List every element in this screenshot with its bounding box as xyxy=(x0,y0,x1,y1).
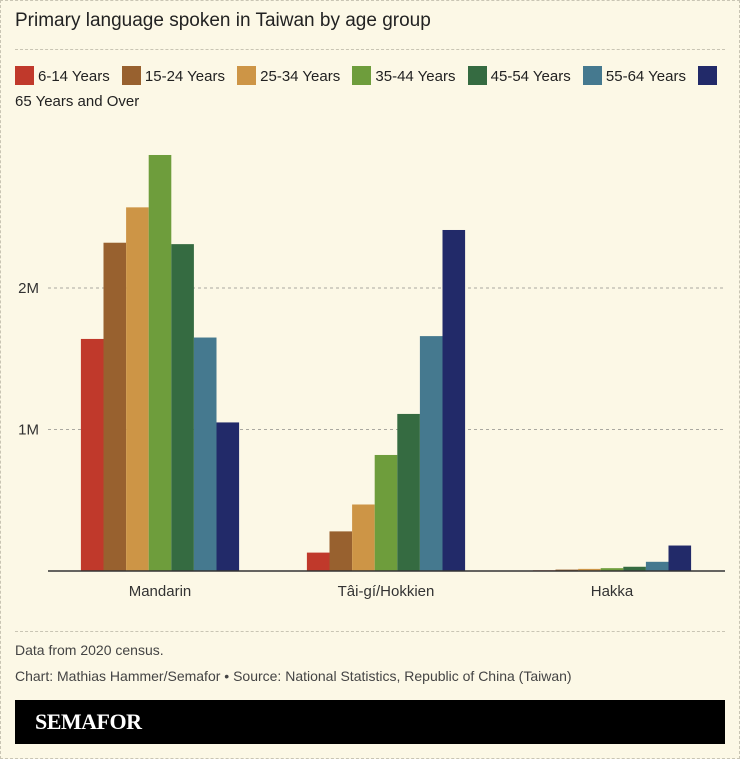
y-tick-label: 2M xyxy=(18,280,39,297)
data-note: Data from 2020 census. xyxy=(15,642,164,658)
bar xyxy=(419,336,443,571)
bar xyxy=(329,531,353,571)
bar xyxy=(306,552,330,571)
legend-swatch xyxy=(698,66,718,85)
bar xyxy=(352,504,375,571)
bar xyxy=(216,422,240,571)
bar xyxy=(193,337,217,571)
legend-label: 25-34 Years xyxy=(260,68,341,85)
legend-label: 55-64 Years xyxy=(605,68,686,85)
bar xyxy=(442,229,466,572)
legend-label: 6-14 Years xyxy=(38,68,110,85)
legend: 6-14 Years 15-24 Years 25-34 Years 35-44… xyxy=(15,64,725,114)
bar xyxy=(600,568,624,571)
legend-item: 25-34 Years xyxy=(237,66,341,85)
bar xyxy=(668,545,692,571)
bar xyxy=(171,244,194,571)
semafor-logo: SEMAFOR xyxy=(35,709,142,734)
legend-swatch xyxy=(15,66,34,85)
legend-label: 45-54 Years xyxy=(490,68,571,85)
legend-label: 15-24 Years xyxy=(144,68,225,85)
x-tick-label: Tâi-gí/Hokkien xyxy=(338,583,435,600)
legend-item: 65 Years and Over xyxy=(15,66,721,110)
bar xyxy=(374,454,398,571)
bar xyxy=(578,568,601,571)
bar xyxy=(397,413,420,571)
legend-label: 65 Years and Over xyxy=(15,93,140,110)
legend-item: 45-54 Years xyxy=(467,66,571,85)
bar xyxy=(126,207,149,571)
chart-title: Primary language spoken in Taiwan by age… xyxy=(15,10,431,31)
x-tick-label: Hakka xyxy=(591,583,634,600)
legend-item: 6-14 Years xyxy=(15,66,110,85)
x-tick-label: Mandarin xyxy=(129,583,192,600)
bar xyxy=(103,242,127,571)
bar xyxy=(645,561,669,571)
legend-item: 35-44 Years xyxy=(352,66,456,85)
bar xyxy=(148,154,172,572)
bar xyxy=(80,338,104,571)
brand-bar: SEMAFOR xyxy=(15,700,725,744)
legend-item: 55-64 Years xyxy=(582,66,686,85)
legend-swatch xyxy=(121,66,141,85)
bar xyxy=(623,566,646,571)
y-tick-label: 1M xyxy=(18,422,39,439)
bar-chart: 1M 2M Mandarin Tâi-gí/Hokkien Hakka xyxy=(18,154,725,600)
credit-line: Chart: Mathias Hammer/Semafor • Source: … xyxy=(15,668,572,684)
legend-label: 35-44 Years xyxy=(375,68,456,85)
legend-swatch xyxy=(237,66,257,85)
legend-swatch xyxy=(467,66,487,85)
footer-divider xyxy=(15,631,725,632)
legend-swatch xyxy=(352,66,372,85)
legend-item: 15-24 Years xyxy=(121,66,225,85)
legend-swatch xyxy=(582,66,602,85)
title-divider xyxy=(15,49,725,50)
